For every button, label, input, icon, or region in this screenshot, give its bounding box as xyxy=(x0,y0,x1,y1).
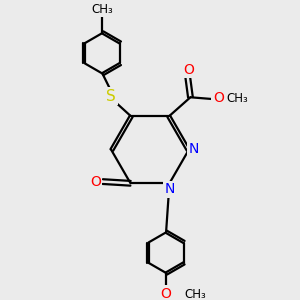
Text: N: N xyxy=(165,182,175,197)
Text: O: O xyxy=(90,175,101,189)
Text: CH₃: CH₃ xyxy=(92,3,113,16)
Text: O: O xyxy=(213,91,224,105)
Text: O: O xyxy=(160,287,172,300)
Text: S: S xyxy=(106,89,116,104)
Text: O: O xyxy=(183,62,194,76)
Text: CH₃: CH₃ xyxy=(226,92,248,106)
Text: CH₃: CH₃ xyxy=(184,288,206,300)
Text: N: N xyxy=(189,142,199,156)
